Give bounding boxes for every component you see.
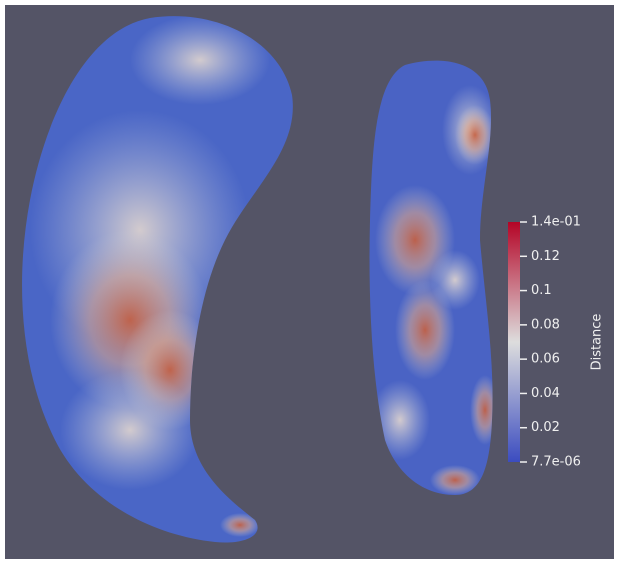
tick-label: 7.7e-06	[531, 455, 581, 470]
tick-label: 0.12	[531, 249, 560, 264]
page: {"colorbar": {"title": "Distance", "rang…	[0, 0, 619, 564]
tick-label: 1.4e-01	[531, 215, 581, 230]
colorbar	[508, 222, 520, 462]
render-view: Distance 1.4e-01 0.12 0.1 0.08 0.06 0.04 0.02 7…	[0, 0, 619, 564]
tick-label: 0.06	[531, 352, 560, 367]
colorbar-title: Distance	[590, 314, 605, 371]
tick-label: 0.04	[531, 386, 560, 401]
tick-label: 0.02	[531, 420, 560, 435]
tick-label: 0.1	[531, 283, 552, 298]
tick-label: 0.08	[531, 317, 560, 332]
